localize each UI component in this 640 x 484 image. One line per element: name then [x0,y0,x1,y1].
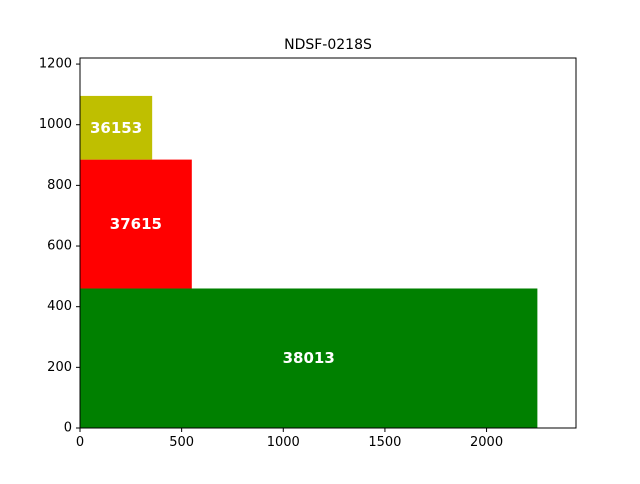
y-tick-label: 1000 [39,117,72,132]
y-tick-label: 600 [47,239,72,254]
x-tick-label: 2000 [470,435,503,450]
bar-36153 [80,95,153,160]
x-axis: 0 500 1000 1500 2000 [76,428,503,450]
x-tick-label: 1000 [267,435,300,450]
bar-37615 [80,159,192,289]
x-tick-label: 0 [76,435,84,450]
bar-label-36153: 36153 [90,119,142,137]
bars-layer [80,95,538,428]
x-tick-label: 1500 [368,435,401,450]
y-tick-label: 800 [47,178,72,193]
plot-frame [79,57,577,429]
y-tick-label: 0 [64,421,72,436]
bar-label-38013: 38013 [283,349,335,367]
chart-title: NDSF-0218S [284,37,372,53]
bar-38013 [80,288,538,428]
bar-label-37615: 37615 [110,215,162,233]
bar-labels-layer: 38013 37615 36153 [90,119,335,367]
x-tick-label: 500 [169,435,194,450]
y-axis: 0 200 400 600 800 1000 1200 [39,57,80,436]
y-tick-label: 1200 [39,57,72,72]
y-tick-label: 400 [47,299,72,314]
y-tick-label: 200 [47,360,72,375]
